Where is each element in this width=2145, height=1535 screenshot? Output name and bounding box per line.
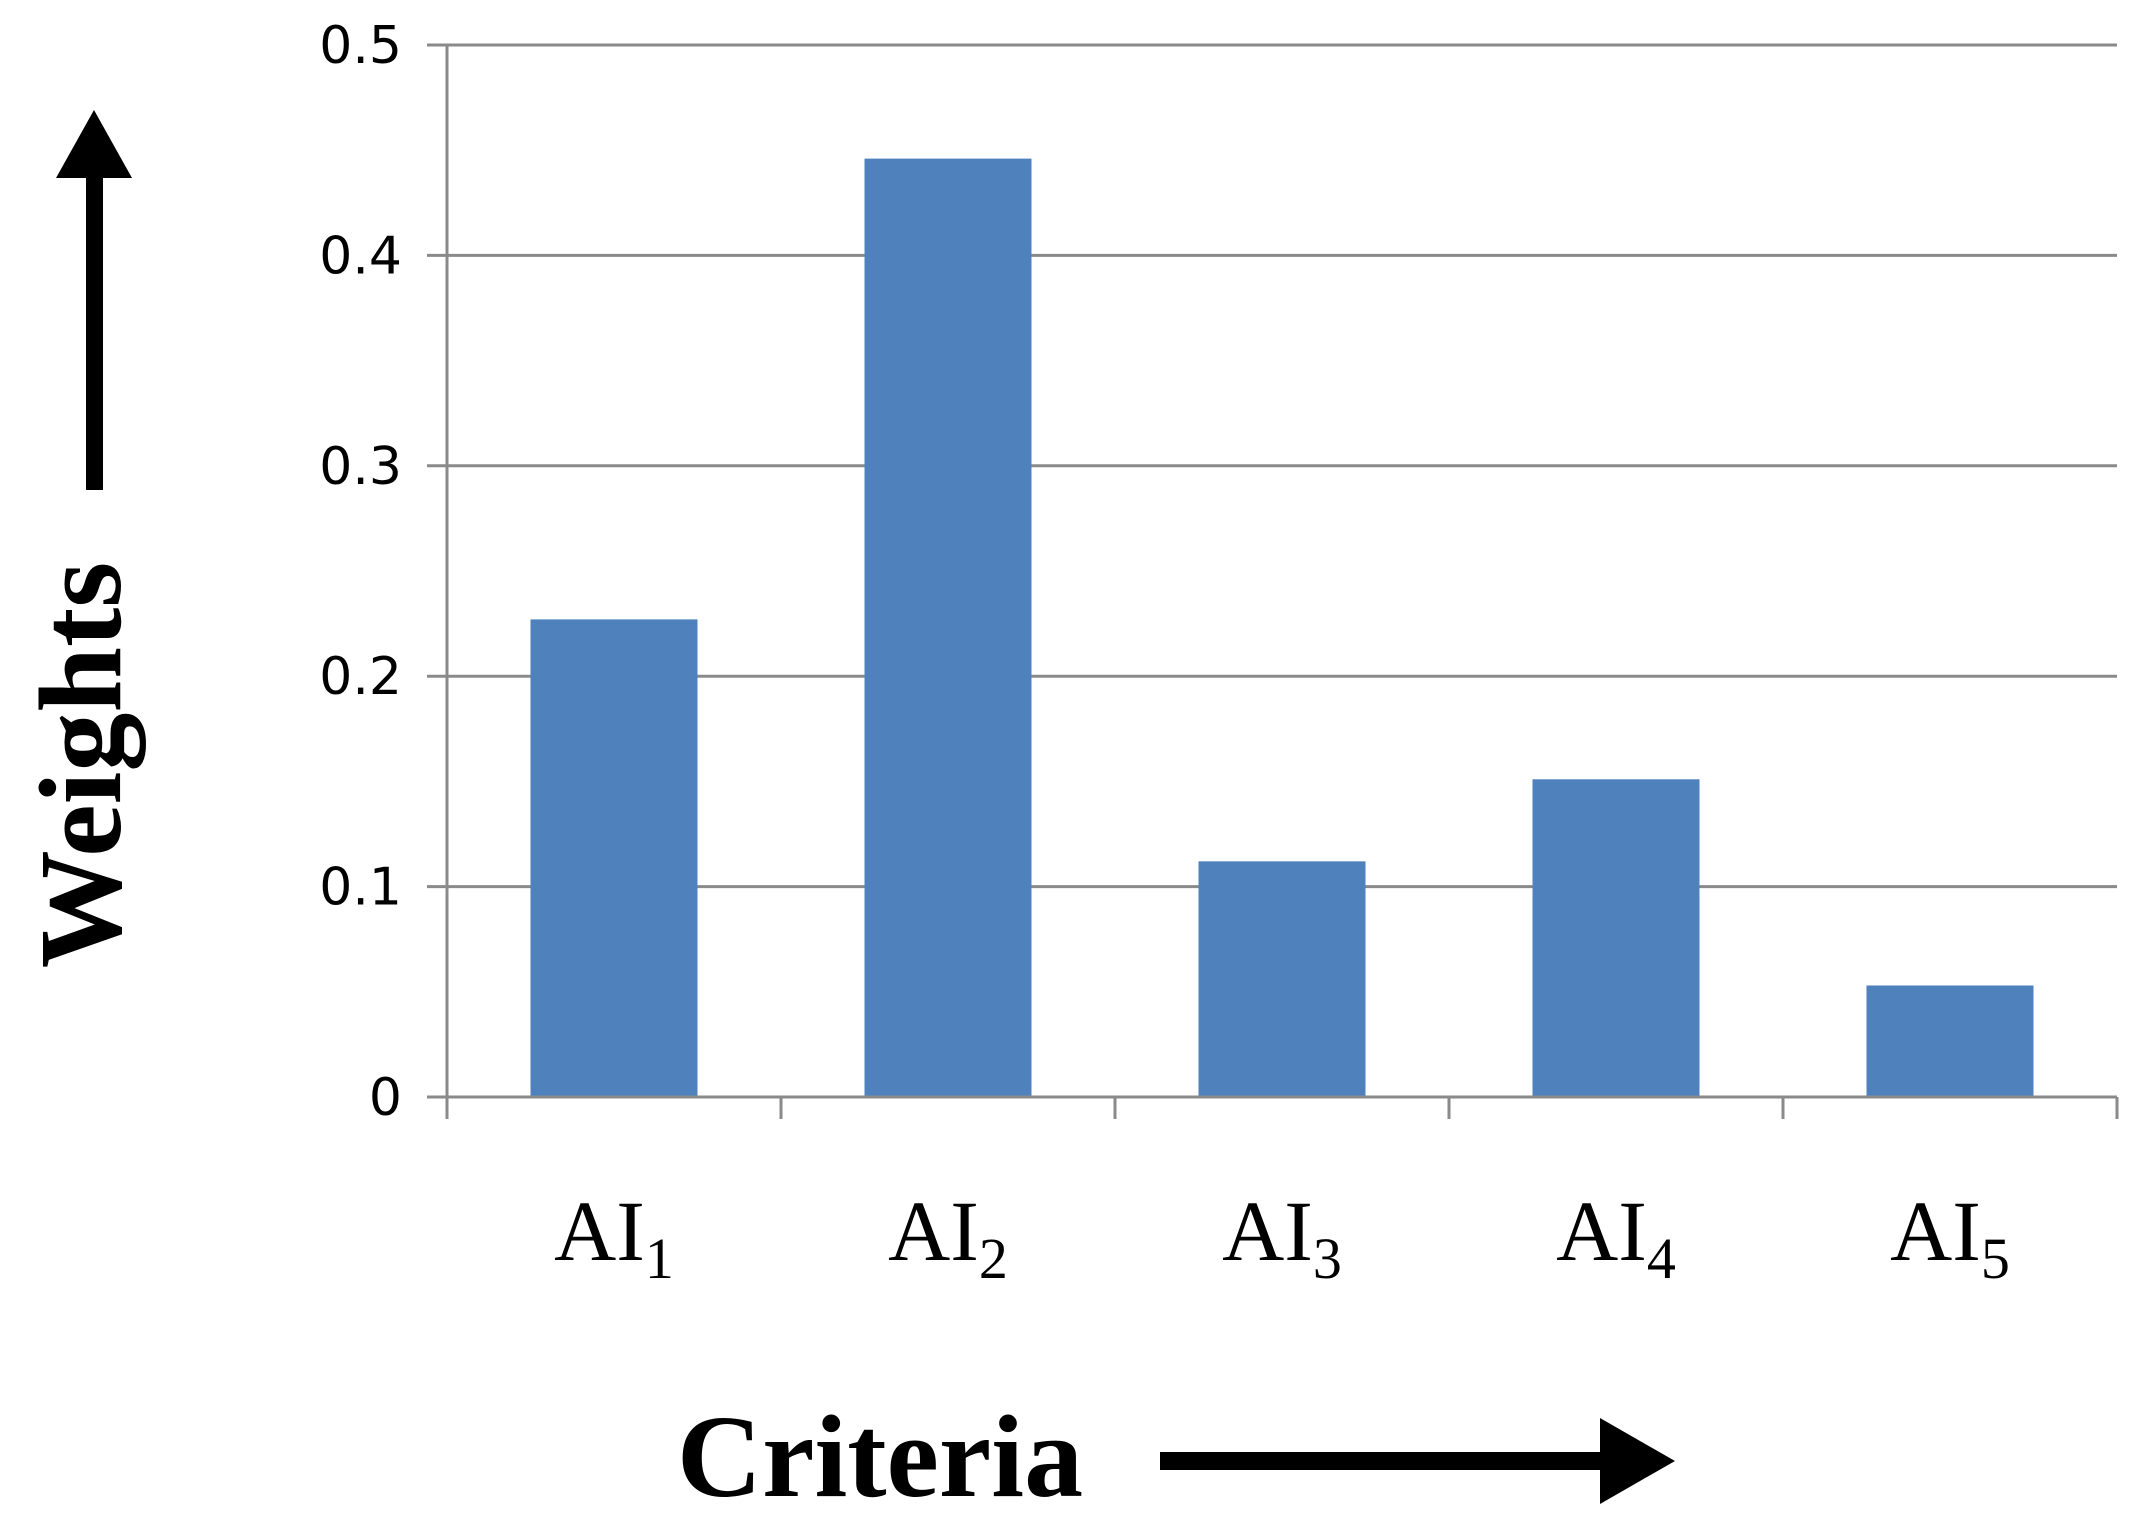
- x-axis-title: Criteria: [677, 1391, 1083, 1522]
- x-tick-label-subscript: 2: [979, 1226, 1008, 1291]
- x-tick-label: AI3: [1222, 1183, 1342, 1291]
- x-tick-label-subscript: 5: [1981, 1226, 2010, 1291]
- x-axis-arrow-icon: [1160, 1418, 1675, 1504]
- x-tick-label-subscript: 4: [1647, 1226, 1676, 1291]
- bar-ai2: [864, 158, 1032, 1098]
- y-tick-label: 0.1: [319, 858, 402, 918]
- bar-ai1: [530, 619, 698, 1097]
- x-tick-label-base: AI: [1222, 1183, 1313, 1279]
- y-tick-label: 0: [369, 1068, 402, 1128]
- x-tick-labels: AI1 AI2 AI3 AI4 AI5: [554, 1183, 2010, 1291]
- bar-ai4: [1532, 779, 1700, 1097]
- bar-ai3: [1198, 861, 1366, 1097]
- x-tick-label: AI2: [888, 1183, 1008, 1291]
- x-tick-label-base: AI: [1556, 1183, 1647, 1279]
- y-tick-labels: 0 0.1 0.2 0.3 0.4 0.5: [319, 16, 402, 1128]
- axes: [427, 45, 2119, 1119]
- x-tick-label-base: AI: [1890, 1183, 1981, 1279]
- x-tick-label-subscript: 1: [645, 1226, 674, 1291]
- x-tick-label-base: AI: [888, 1183, 979, 1279]
- y-tick-label: 0.5: [319, 16, 402, 76]
- y-tick-label: 0.3: [319, 437, 402, 497]
- x-tick-label: AI4: [1556, 1183, 1676, 1291]
- x-tick-label-subscript: 3: [1313, 1226, 1342, 1291]
- x-tick-label: AI5: [1890, 1183, 2010, 1291]
- y-tick-label: 0.2: [319, 647, 402, 707]
- gridlines: [427, 43, 2117, 889]
- y-axis-arrow-icon: [56, 110, 132, 490]
- y-axis-title: Weights: [15, 562, 146, 969]
- x-tick-label: AI1: [554, 1183, 674, 1291]
- x-tick-label-base: AI: [554, 1183, 645, 1279]
- bar-ai5: [1866, 985, 2034, 1097]
- bars: [530, 158, 2034, 1098]
- y-tick-label: 0.4: [319, 226, 402, 286]
